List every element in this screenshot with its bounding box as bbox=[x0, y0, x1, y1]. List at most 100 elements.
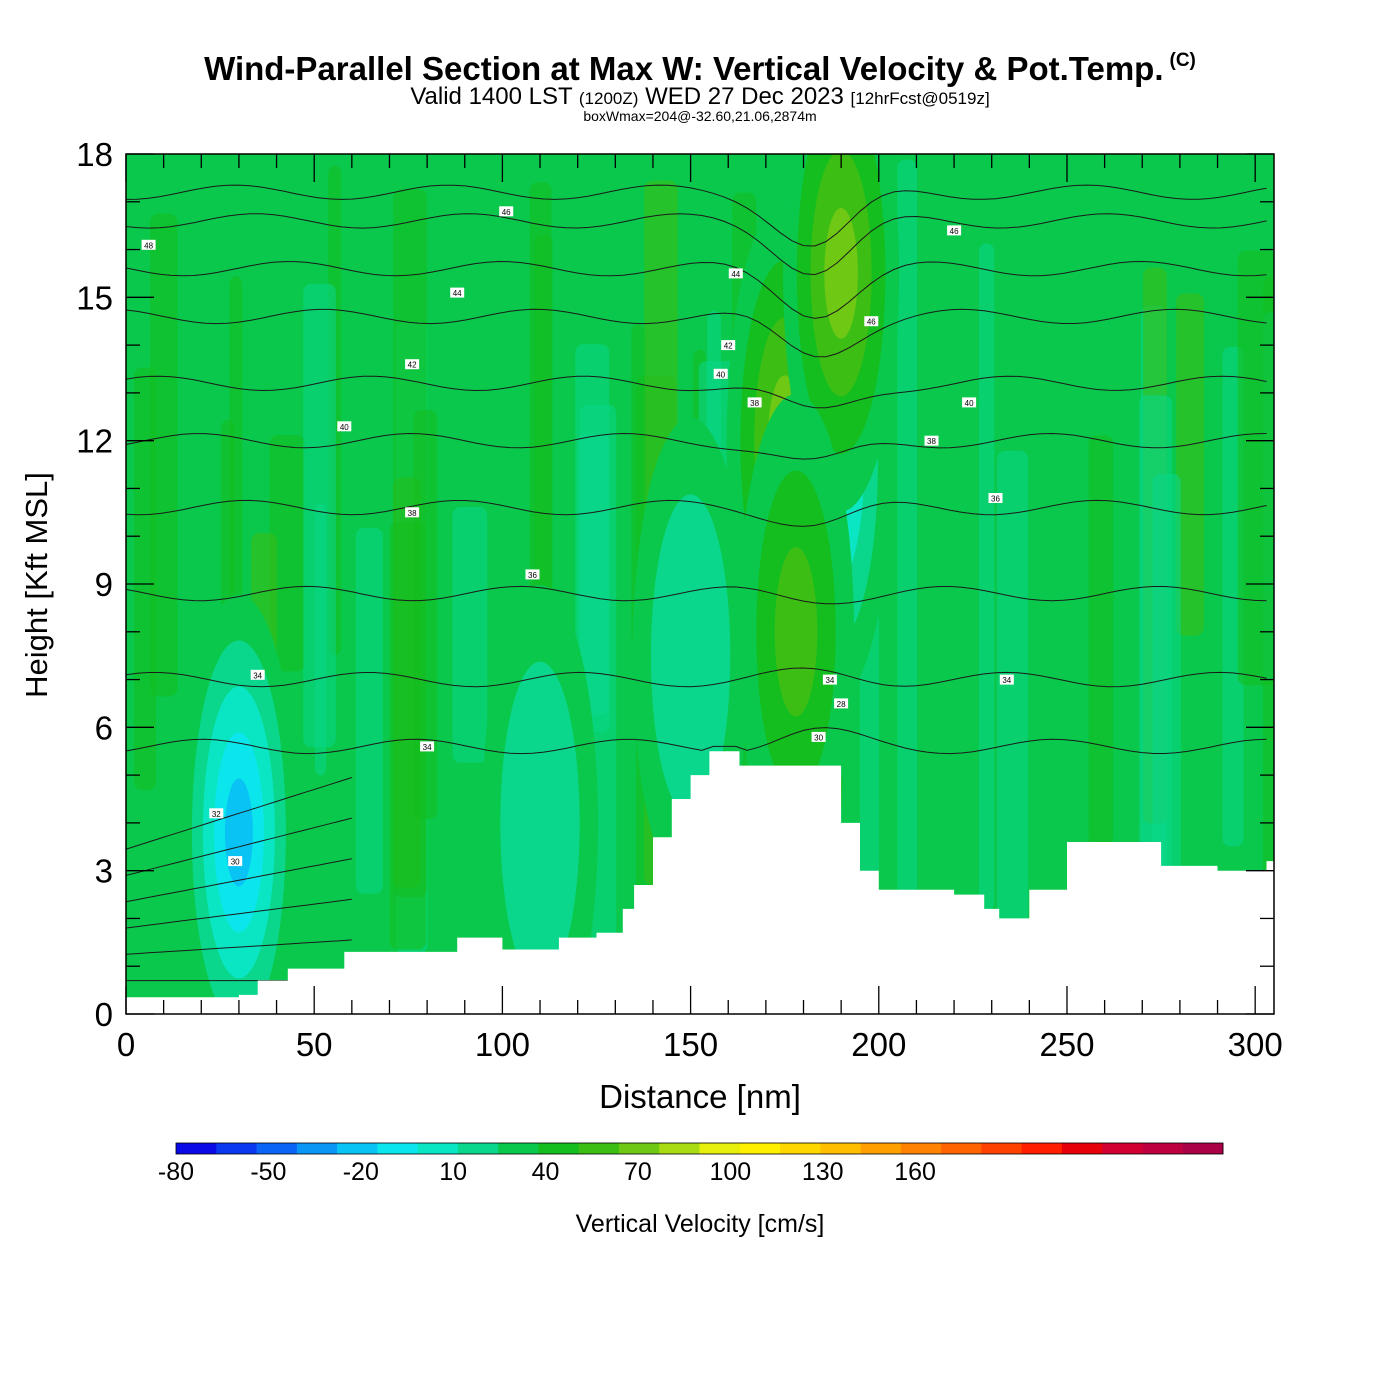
theta-contour-low bbox=[126, 898, 352, 929]
valid-date: WED 27 Dec 2023 bbox=[645, 83, 844, 110]
y-tick-label: 9 bbox=[95, 566, 113, 603]
colorbar-frame bbox=[175, 1142, 1224, 1155]
x-tick-label: 250 bbox=[1039, 1026, 1094, 1063]
colorbar-swatch bbox=[498, 1143, 539, 1154]
updraft-lower-flank-band bbox=[774, 547, 818, 717]
w-streak bbox=[897, 159, 917, 949]
theta-label-text: 40 bbox=[716, 370, 725, 379]
theta-label-text: 44 bbox=[731, 270, 740, 279]
theta-label-text: 32 bbox=[212, 810, 221, 819]
theta-label-bg bbox=[405, 359, 420, 370]
w-streak bbox=[452, 507, 488, 763]
x-tick-label: 100 bbox=[475, 1026, 530, 1063]
theta-label-text: 28 bbox=[837, 700, 846, 709]
y-axis-label: Height [Kft MSL] bbox=[19, 472, 54, 698]
theta-label-text: 48 bbox=[144, 241, 153, 250]
theta-label-bg bbox=[525, 569, 540, 580]
colorbar-swatch bbox=[900, 1143, 942, 1154]
theta-label-text: 38 bbox=[927, 437, 936, 446]
theta-label-bg bbox=[250, 669, 265, 680]
theta-label: 34 bbox=[999, 674, 1014, 685]
x-tick-label: 150 bbox=[663, 1026, 718, 1063]
theta-label: 48 bbox=[141, 239, 156, 250]
colorbar-swatch bbox=[1182, 1143, 1224, 1154]
theta-label-bg bbox=[450, 287, 465, 298]
w-streak bbox=[997, 450, 1029, 963]
theta-label-text: 34 bbox=[423, 743, 432, 752]
colorbar-tick-label: -20 bbox=[343, 1158, 379, 1186]
theta-label-bg bbox=[999, 674, 1014, 685]
downdraft-low-band bbox=[224, 778, 253, 887]
theta-label-text: 34 bbox=[1002, 676, 1011, 685]
theta-label: 38 bbox=[405, 507, 420, 518]
w-streak bbox=[269, 435, 305, 672]
x-tick-label: 50 bbox=[296, 1026, 333, 1063]
w-streak bbox=[150, 213, 178, 697]
x-axis-label: Distance [nm] bbox=[599, 1078, 801, 1115]
theta-label: 44 bbox=[450, 287, 465, 298]
theta-label-bg bbox=[834, 698, 849, 709]
colorbar-swatch bbox=[780, 1143, 821, 1154]
theta-label-bg bbox=[924, 435, 939, 446]
theta-label: 40 bbox=[337, 421, 352, 432]
colorbar-swatch bbox=[860, 1143, 902, 1154]
theta-label-text: 30 bbox=[814, 733, 823, 742]
theta-label-bg bbox=[499, 206, 514, 217]
y-tick-label: 3 bbox=[95, 853, 113, 890]
theta-label-bg bbox=[947, 225, 962, 236]
theta-label-text: 36 bbox=[991, 495, 1000, 504]
theta-label-bg bbox=[721, 340, 736, 351]
theta-contour-44 bbox=[126, 260, 1267, 319]
x-tick-label: 200 bbox=[851, 1026, 906, 1063]
colorbar-tick-label: 160 bbox=[894, 1158, 936, 1186]
theta-label-text: 40 bbox=[340, 423, 349, 432]
theta-label-text: 42 bbox=[724, 342, 733, 351]
downdraft-broad-band bbox=[518, 738, 562, 908]
theta-label-bg bbox=[811, 731, 826, 742]
theta-label: 46 bbox=[947, 225, 962, 236]
colorbar-swatch bbox=[941, 1143, 982, 1154]
downdraft-mid-band bbox=[669, 571, 712, 741]
theta-label: 38 bbox=[924, 435, 939, 446]
theta-label: 34 bbox=[250, 669, 265, 680]
y-tick-label: 15 bbox=[76, 279, 113, 316]
theta-label-text: 46 bbox=[867, 318, 876, 327]
w-streak bbox=[979, 243, 995, 911]
colorbar-swatch bbox=[256, 1143, 298, 1154]
theta-label: 28 bbox=[834, 698, 849, 709]
theta-label-bg bbox=[209, 808, 224, 819]
colorbar-swatch bbox=[457, 1143, 499, 1154]
x-tick-label: 300 bbox=[1228, 1026, 1283, 1063]
colorbar-swatch bbox=[659, 1143, 700, 1154]
theta-label-text: 34 bbox=[253, 671, 262, 680]
theta-label: 30 bbox=[228, 856, 243, 867]
colorbar-tick-label: -50 bbox=[250, 1158, 286, 1186]
theta-label-bg bbox=[864, 316, 879, 327]
theta-label-text: 38 bbox=[750, 399, 759, 408]
box-info: boxWmax=204@-32.60,21.06,2874m bbox=[583, 108, 817, 124]
colorbar-swatch bbox=[820, 1143, 861, 1154]
colorbar-tick-label: 100 bbox=[709, 1158, 751, 1186]
theta-label: 40 bbox=[713, 368, 728, 379]
colorbar-swatch bbox=[538, 1143, 580, 1154]
colorbar-swatch bbox=[1021, 1143, 1063, 1154]
theta-label: 34 bbox=[420, 741, 435, 752]
colorbar-swatch bbox=[739, 1143, 781, 1154]
theta-label: 46 bbox=[864, 316, 879, 327]
theta-contour-low bbox=[126, 817, 352, 876]
theta-label-bg bbox=[141, 239, 156, 250]
colorbar-swatch bbox=[618, 1143, 660, 1154]
theta-label-bg bbox=[228, 856, 243, 867]
theta-label: 42 bbox=[405, 359, 420, 370]
theta-contour-low bbox=[126, 858, 352, 903]
theta-label-bg bbox=[822, 674, 837, 685]
colorbar-tick-label: 130 bbox=[802, 1158, 844, 1186]
y-tick-label: 12 bbox=[76, 423, 113, 460]
colorbar-swatch bbox=[981, 1143, 1023, 1154]
colorbar-tick-label: -80 bbox=[158, 1158, 194, 1186]
copyright-mark: (C) bbox=[1169, 50, 1196, 71]
valid-time: Valid 1400 LST (1200Z) WED 27 Dec 2023 [… bbox=[0, 84, 1400, 112]
theta-label: 34 bbox=[822, 674, 837, 685]
colorbar-tick-labels: -80 -50 -20 10 40 70 100 130 160 bbox=[158, 1158, 936, 1186]
theta-label-bg bbox=[420, 741, 435, 752]
